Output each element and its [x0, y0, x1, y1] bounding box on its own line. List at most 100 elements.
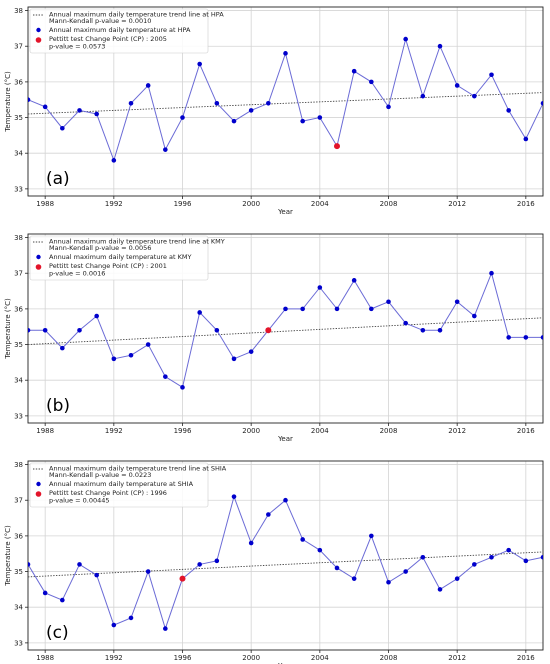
data-point [111, 356, 117, 362]
data-point [214, 558, 220, 564]
y-tick-label: 35 [14, 114, 23, 122]
data-point [351, 576, 357, 581]
x-tick-label: 2012 [448, 427, 466, 435]
data-point [403, 36, 408, 42]
data-point [300, 118, 305, 124]
data-point [369, 79, 374, 85]
y-axis-title: Temperature (°C) [4, 298, 12, 360]
data-point [454, 83, 460, 88]
data-point [420, 327, 426, 333]
data-point [197, 61, 202, 67]
data-point [489, 554, 494, 560]
data-point [214, 100, 220, 106]
data-point [437, 43, 443, 49]
y-tick-label: 38 [14, 234, 23, 242]
data-point [523, 335, 529, 340]
data-point [231, 118, 237, 124]
data-point [317, 547, 323, 553]
data-point [94, 313, 99, 319]
x-tick-label: 2000 [242, 654, 260, 662]
legend-cp-label: Pettitt test Change Point (CP) : 2001 [49, 262, 167, 270]
y-tick-label: 34 [14, 604, 23, 612]
legend-cp-label: Pettitt test Change Point (CP) : 2005 [49, 35, 167, 43]
x-axis-title: Year [277, 208, 293, 216]
legend: Annual maximum daily temperature trend l… [29, 462, 227, 508]
data-point [60, 345, 65, 351]
data-point [197, 562, 202, 567]
series-line [28, 271, 543, 389]
data-point [506, 335, 511, 340]
x-tick-label: 2012 [448, 200, 466, 208]
data-point [128, 100, 134, 106]
x-tick-label: 1996 [174, 427, 192, 435]
y-tick-label: 37 [14, 270, 23, 278]
y-tick-label: 35 [14, 568, 23, 576]
data-point [540, 554, 543, 560]
plot-area [28, 494, 543, 631]
x-tick-label: 2000 [242, 200, 260, 208]
data-point [128, 615, 134, 621]
data-point [472, 93, 477, 99]
data-point [386, 104, 391, 110]
data-point [369, 533, 374, 539]
data-point [60, 125, 65, 131]
y-tick-label: 37 [14, 497, 23, 505]
data-point [145, 83, 151, 88]
data-point [28, 97, 31, 103]
legend-box [29, 462, 209, 508]
data-point [386, 579, 391, 585]
data-point [283, 51, 288, 56]
legend-cp-swatch [35, 264, 42, 270]
legend-series-label: Annual maximum daily temperature at SHIA [49, 480, 194, 488]
legend-trend-label: Annual maximum daily temperature trend l… [49, 465, 227, 473]
data-point [454, 299, 460, 305]
data-point [214, 327, 220, 333]
data-point [437, 587, 443, 592]
data-point [300, 306, 305, 312]
y-tick-label: 34 [14, 150, 23, 158]
data-point [472, 313, 477, 319]
data-point [163, 626, 168, 631]
change-point [265, 327, 272, 334]
data-point [523, 136, 529, 142]
legend-cp-swatch [35, 491, 42, 497]
legend-cp-sub: p-value = 0.0016 [49, 270, 105, 278]
data-point [77, 562, 82, 567]
data-point [472, 562, 477, 567]
y-tick-label: 33 [14, 639, 23, 647]
legend-trend-sub: Mann-Kendall p-value = 0.0056 [49, 244, 151, 252]
change-point [179, 575, 186, 582]
trend-line [28, 317, 543, 345]
y-axis-title: Temperature (°C) [4, 525, 12, 587]
x-tick-label: 1996 [174, 200, 192, 208]
chart-panel-shia: 1988 1992 1996 2000 2004 2008 2012 2016 33 34 35 36… [4, 460, 544, 664]
x-tick-label: 1996 [174, 654, 192, 662]
legend-series-swatch [36, 254, 41, 260]
y-tick-label: 36 [14, 532, 23, 540]
data-point [403, 320, 408, 326]
data-point [300, 537, 305, 542]
data-point [283, 306, 288, 312]
legend-series-label: Annual maximum daily temperature at KMY [49, 253, 192, 261]
x-tick-label: 2012 [448, 654, 466, 662]
data-point [42, 327, 48, 333]
legend-cp-sub: p-value = 0.00445 [49, 497, 110, 505]
data-point [351, 68, 357, 74]
data-point [128, 352, 134, 358]
legend-trend-sub: Mann-Kendall p-value = 0.0010 [49, 17, 151, 25]
legend: Annual maximum daily temperature trend l… [29, 8, 224, 54]
data-point [283, 497, 288, 503]
data-point [111, 622, 117, 628]
data-point [454, 576, 460, 581]
legend-cp-swatch [35, 37, 42, 43]
data-point [386, 299, 391, 305]
panel-label: (a) [46, 169, 70, 189]
legend-trend-label: Annual maximum daily temperature trend l… [49, 11, 224, 19]
data-point [28, 327, 31, 333]
x-tick-label: 2004 [311, 654, 329, 662]
change-point [334, 143, 340, 150]
y-axis-title: Temperature (°C) [4, 71, 12, 133]
data-point [266, 512, 271, 517]
plot-area [28, 270, 543, 390]
x-tick-label: 1992 [105, 427, 123, 435]
